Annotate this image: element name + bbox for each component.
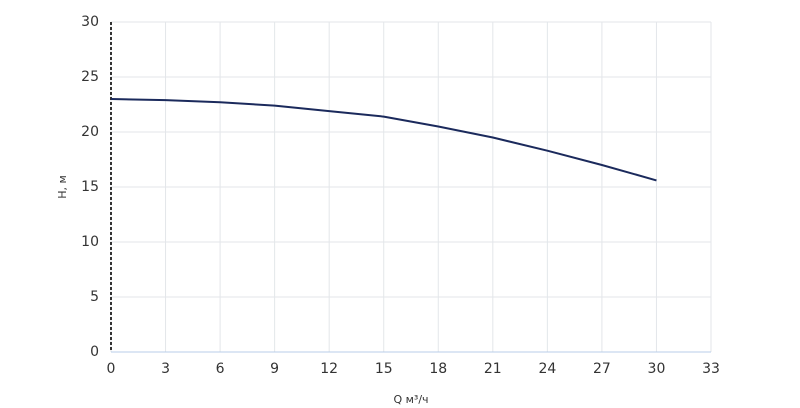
x-tick-label: 9 bbox=[270, 361, 279, 377]
y-tick-label: 20 bbox=[81, 124, 99, 140]
y-axis-title: H, м bbox=[56, 175, 69, 199]
x-tick-label: 0 bbox=[107, 361, 116, 377]
x-tick-label: 18 bbox=[429, 361, 447, 377]
x-tick-label: 33 bbox=[702, 361, 720, 377]
x-tick-label: 15 bbox=[375, 361, 393, 377]
x-axis-title: Q м³/ч bbox=[393, 393, 428, 406]
y-tick-label: 15 bbox=[81, 179, 99, 195]
y-tick-label: 5 bbox=[90, 289, 99, 305]
y-tick-label: 30 bbox=[81, 14, 99, 30]
y-tick-label: 25 bbox=[81, 69, 99, 85]
x-tick-label: 27 bbox=[593, 361, 611, 377]
x-tick-label: 24 bbox=[538, 361, 556, 377]
y-tick-label: 0 bbox=[90, 344, 99, 360]
y-tick-label: 10 bbox=[81, 234, 99, 250]
x-tick-label: 6 bbox=[216, 361, 225, 377]
x-tick-label: 30 bbox=[648, 361, 666, 377]
x-tick-label: 3 bbox=[161, 361, 170, 377]
curve bbox=[110, 98, 657, 182]
x-tick-label: 21 bbox=[484, 361, 502, 377]
x-tick-label: 12 bbox=[320, 361, 338, 377]
